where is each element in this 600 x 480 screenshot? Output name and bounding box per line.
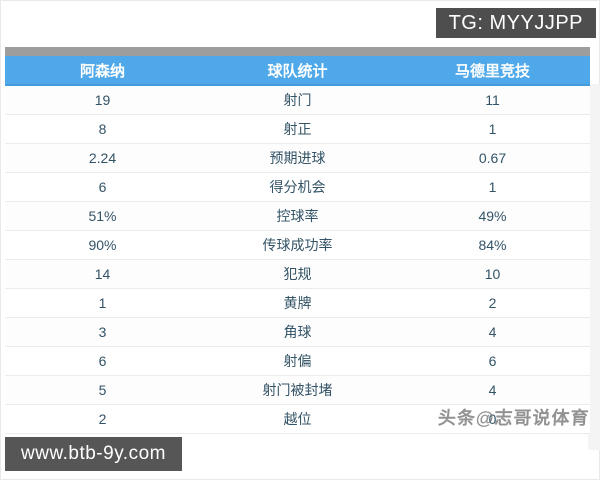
away-stat-value: 84% <box>478 237 507 253</box>
away-stat-value: 1 <box>488 121 497 137</box>
stat-label: 犯规 <box>283 266 312 282</box>
table-header-row: 阿森纳 球队统计 马德里竞技 <box>5 56 590 86</box>
table-row: 8 射正 1 <box>5 115 590 144</box>
site-url-badge: www.btb-9y.com <box>5 437 182 471</box>
home-stat-value: 3 <box>98 324 107 340</box>
home-team-header: 阿森纳 <box>79 62 125 80</box>
table-row: 2.24 预期进球 0.67 <box>5 144 590 173</box>
away-stat-value: 1 <box>488 179 497 195</box>
home-stat-value: 8 <box>98 121 107 137</box>
table-row: 14 犯规 10 <box>5 260 590 289</box>
author-watermark: 头条@志哥说体育 <box>437 408 591 428</box>
stat-label: 控球率 <box>276 208 319 224</box>
match-stats-table: 阿森纳 球队统计 马德里竞技 19 射门 11 8 射正 1 2.24 预期进球… <box>5 47 590 434</box>
stat-label: 预期进球 <box>269 150 326 166</box>
away-team-header: 马德里竞技 <box>454 62 530 80</box>
table-top-strip <box>5 47 590 56</box>
stat-label: 射偏 <box>283 353 312 369</box>
stat-label: 角球 <box>283 324 312 340</box>
table-row: 3 角球 4 <box>5 318 590 347</box>
away-stat-value: 0.67 <box>478 150 507 166</box>
away-stat-value: 4 <box>488 382 497 398</box>
stat-label: 传球成功率 <box>262 237 333 253</box>
home-stat-value: 14 <box>94 266 111 282</box>
table-row: 51% 控球率 49% <box>5 202 590 231</box>
table-row: 5 射门被封堵 4 <box>5 376 590 405</box>
away-stat-value: 11 <box>485 92 500 108</box>
away-stat-value: 2 <box>488 295 497 311</box>
stats-title-header: 球队统计 <box>267 62 328 80</box>
away-stat-value: 6 <box>488 353 497 369</box>
away-stat-value: 49% <box>478 208 507 224</box>
away-stat-value: 0 <box>488 411 497 427</box>
stat-label: 黄牌 <box>283 295 312 311</box>
table-row: 90% 传球成功率 84% <box>5 231 590 260</box>
home-stat-value: 90% <box>88 237 117 253</box>
stat-label: 越位 <box>283 411 312 427</box>
table-body: 19 射门 11 8 射正 1 2.24 预期进球 0.67 6 得分机会 1 … <box>5 86 590 434</box>
table-row: 1 黄牌 2 <box>5 289 590 318</box>
stat-label: 射门 <box>283 92 312 108</box>
table-row: 19 射门 11 <box>5 86 590 115</box>
stat-label: 得分机会 <box>269 179 326 195</box>
table-row: 2 越位 0 <box>5 405 590 434</box>
home-stat-value: 51% <box>88 208 117 224</box>
away-stat-value: 4 <box>488 324 497 340</box>
home-stat-value: 1 <box>98 295 107 311</box>
home-stat-value: 6 <box>98 179 107 195</box>
tg-watermark-badge: TG: MYYJJPP <box>435 8 596 38</box>
home-stat-value: 2.24 <box>88 150 117 166</box>
home-stat-value: 6 <box>98 353 107 369</box>
home-stat-value: 19 <box>94 92 111 108</box>
home-stat-value: 5 <box>98 382 107 398</box>
page-right-margin <box>588 84 600 450</box>
home-stat-value: 2 <box>98 411 107 427</box>
table-row: 6 得分机会 1 <box>5 173 590 202</box>
away-stat-value: 10 <box>484 266 501 282</box>
stat-label: 射门被封堵 <box>262 382 333 398</box>
table-row: 6 射偏 6 <box>5 347 590 376</box>
stat-label: 射正 <box>283 121 312 137</box>
